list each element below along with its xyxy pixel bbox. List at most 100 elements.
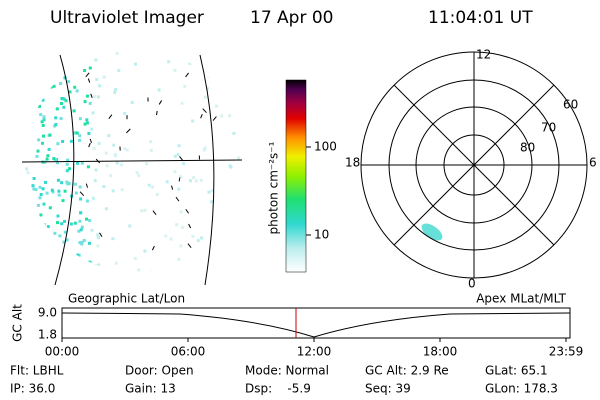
pixel — [67, 182, 71, 185]
pixel — [183, 84, 187, 88]
pixel — [80, 240, 84, 244]
pixel — [37, 74, 41, 78]
pixel — [65, 58, 69, 62]
pixel — [71, 54, 75, 58]
pixel — [73, 221, 77, 225]
pixel — [221, 264, 225, 268]
pixel — [133, 257, 137, 261]
pixel — [83, 122, 87, 126]
panel-label: Geographic Lat/Lon — [68, 292, 185, 306]
pixel — [31, 108, 35, 112]
coast-fragment — [212, 116, 217, 121]
pixel — [44, 63, 48, 67]
pixel — [145, 162, 149, 166]
pixel — [54, 123, 58, 126]
x-tick-label: 18:00 — [423, 345, 458, 359]
aurora-patch — [421, 223, 443, 241]
pixel — [227, 50, 231, 54]
pixel — [35, 154, 39, 158]
pixel — [113, 90, 117, 94]
y-label: GC Alt — [11, 304, 25, 342]
pixel — [79, 228, 83, 232]
pixel — [143, 208, 147, 212]
pixel — [69, 222, 73, 226]
pixel — [73, 85, 77, 89]
x-tick-label: 00:00 — [45, 345, 80, 359]
pixel — [44, 180, 47, 184]
pixel — [115, 52, 119, 55]
pixel — [241, 110, 245, 114]
altitude-curve — [61, 312, 571, 338]
pixel — [45, 157, 49, 161]
pixel — [164, 234, 168, 238]
pixel — [36, 149, 40, 153]
pixel — [40, 120, 44, 124]
pixel — [74, 191, 78, 195]
pixel — [42, 118, 46, 122]
colorbar — [285, 79, 307, 273]
pixel — [63, 76, 67, 80]
pixel — [102, 185, 106, 188]
pixel — [149, 140, 153, 144]
pixel — [69, 51, 73, 55]
pixel — [79, 211, 83, 215]
pixel — [37, 138, 41, 142]
pixel — [80, 161, 84, 165]
pixel — [98, 84, 102, 88]
pixel — [176, 153, 180, 156]
pixel — [196, 239, 200, 243]
pixel — [140, 209, 144, 213]
pixel — [39, 213, 43, 217]
pixel — [42, 115, 46, 119]
pixel — [90, 228, 94, 232]
pixel — [56, 178, 60, 182]
pixel — [60, 222, 64, 226]
pixel — [68, 90, 72, 94]
pixel — [56, 142, 60, 146]
pixel — [68, 167, 71, 171]
pixel — [180, 101, 184, 105]
coast-fragment — [152, 210, 157, 215]
pixel — [26, 171, 30, 175]
pixel — [181, 225, 185, 229]
pixel — [215, 104, 219, 108]
pixel — [91, 196, 95, 200]
pixel — [49, 234, 53, 238]
pixel — [51, 64, 55, 68]
pixel — [167, 60, 171, 64]
pixel — [155, 193, 159, 196]
pixel — [105, 164, 109, 168]
pixel — [75, 131, 79, 135]
pixel — [52, 157, 56, 161]
pixel — [104, 151, 108, 155]
pixel — [92, 147, 96, 151]
pixel — [41, 74, 44, 78]
pixel — [26, 234, 29, 238]
pixel — [56, 214, 60, 218]
pixel — [72, 264, 76, 268]
pixel — [179, 210, 183, 214]
pixel — [94, 168, 98, 172]
status-field: Seq: 39 — [365, 382, 411, 396]
pixel — [44, 74, 47, 78]
pixel — [50, 188, 54, 192]
status-field: Dsp: -5.9 — [245, 382, 311, 396]
pixel — [123, 112, 127, 115]
pixel — [79, 197, 83, 201]
pixel — [72, 131, 76, 135]
lat-label: 80 — [520, 141, 535, 155]
colorbar-tick-label: 10 — [314, 228, 329, 242]
pixel — [43, 258, 46, 262]
coast-fragment — [175, 196, 180, 202]
pixel — [46, 154, 50, 158]
pixel — [36, 203, 40, 207]
coast-fragment — [108, 114, 113, 119]
pixel — [237, 156, 240, 160]
pixel — [194, 179, 198, 183]
pixel — [78, 134, 82, 138]
pixel — [78, 241, 82, 245]
pixel — [76, 161, 80, 165]
mlt-label: 12 — [476, 48, 491, 62]
pixel — [93, 179, 97, 183]
